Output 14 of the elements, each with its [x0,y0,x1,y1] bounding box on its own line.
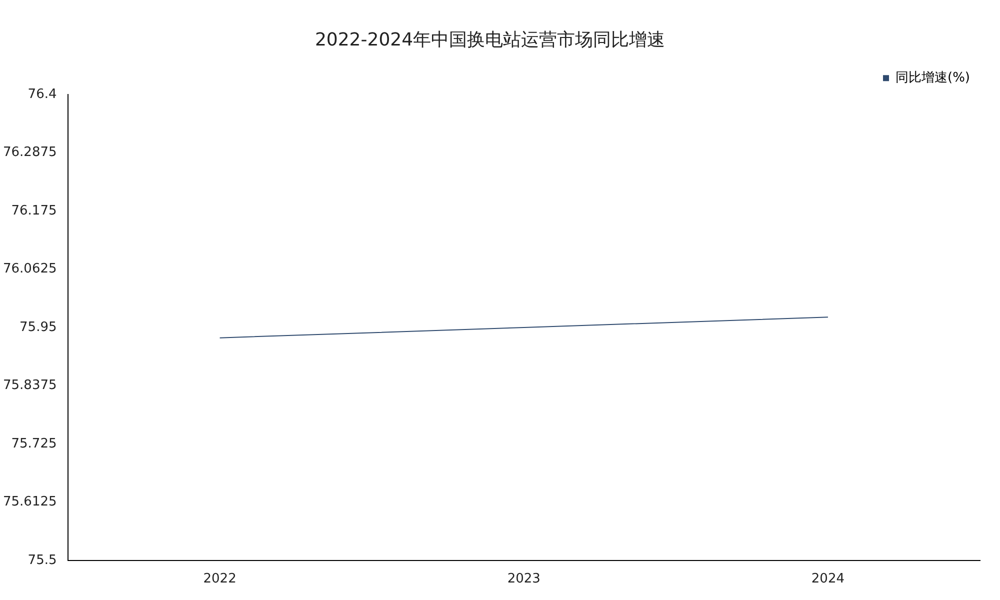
y-tick-label: 75.725 [11,436,57,452]
y-tick-label: 76.0625 [2,262,57,277]
y-tick-label: 76.2875 [2,145,57,160]
y-tick-label: 75.8375 [2,378,57,394]
y-tick-label: 75.5 [28,552,57,568]
x-tick-label: 2023 [507,572,540,587]
y-tick-label: 76.175 [11,203,57,218]
y-tick-label: 75.95 [20,320,57,335]
y-tick-label: 76.4 [28,86,57,102]
legend-label: 同比增速(%) [896,70,970,86]
chart-title: 2022-2024年中国换电站运营市场同比增速 [314,29,666,50]
x-tick-label: 2024 [811,572,845,587]
x-tick-label: 2022 [203,572,236,587]
y-tick-label: 75.6125 [2,494,57,510]
